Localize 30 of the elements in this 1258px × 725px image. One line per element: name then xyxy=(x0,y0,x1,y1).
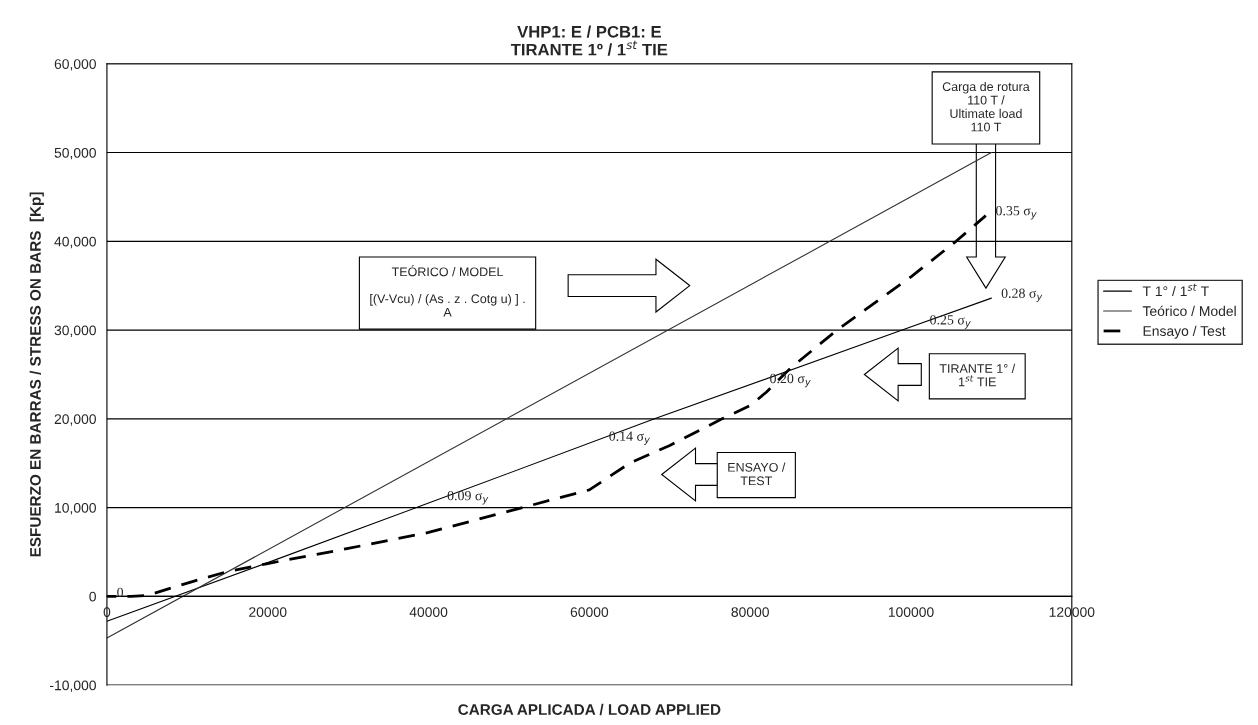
y-tick-label: 0 xyxy=(89,591,96,602)
annotation: TIRANTE 1° / 1$^{st}$ TIE xyxy=(939,363,1016,387)
y-tick-label: 10,000 xyxy=(55,502,96,515)
text: TEÓRICO / MODEL [(V-Vcu) / (As . z . Cotg u) ] . A xyxy=(370,265,525,317)
annotation: 0.20 σ$_{y}$ xyxy=(770,373,811,388)
y-tick-label: 60,000 xyxy=(54,59,96,71)
annotation: 0 xyxy=(117,587,124,598)
y-tick-label: 40,000 xyxy=(54,236,96,249)
annotation: 0.28 σ$_{y}$ xyxy=(1001,288,1043,303)
y-axis-title: ESFUERZO EN BARRAS / STRESS ON BARS [Kp] xyxy=(29,192,44,557)
x-tick-label: 100000 xyxy=(888,607,934,617)
x-tick-label: 20000 xyxy=(249,607,287,617)
legend-label: Ensayo / Test xyxy=(1143,325,1226,339)
x-tick-label: 60000 xyxy=(570,607,609,617)
annotation: Carga de rotura 110 T / Ultimate load 110 T xyxy=(942,81,1030,132)
y-tick-label: 30,000 xyxy=(54,325,96,337)
annotation: 0.14 σ$_{y}$ xyxy=(609,431,650,445)
annotation: 0.25 σ$_{y}$ xyxy=(930,315,971,329)
x-tick-label: 80000 xyxy=(731,607,769,617)
annotation: 0.35 σ$_{y}$ xyxy=(996,206,1037,220)
annotation: 0.09 σ$_{y}$ xyxy=(447,490,489,505)
legend-label: T 1° / 1$^{st}$ T xyxy=(1142,283,1209,297)
x-tick-label: 40000 xyxy=(409,607,448,617)
legend-label: Teórico / Model xyxy=(1142,305,1236,317)
annotation: ENSAYO / TEST xyxy=(728,462,786,486)
x-axis-title: CARGA APLICADA / LOAD APPLIED xyxy=(458,703,721,716)
y-tick-label: 20,000 xyxy=(54,414,96,426)
y-tick-label: 50,000 xyxy=(54,147,96,160)
chart-title: VHP1: E / PCB1: E TIRANTE 1º / 1$^{st}$ TIE xyxy=(510,25,668,56)
y-tick-label: -10,000 xyxy=(50,680,96,692)
